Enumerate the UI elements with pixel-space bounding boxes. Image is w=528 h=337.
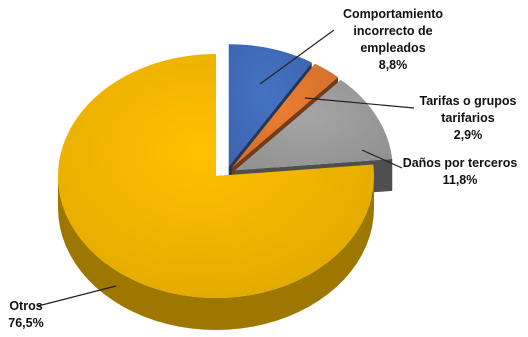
label-comportamiento-line3: empleados bbox=[360, 41, 426, 55]
label-comportamiento: Comportamiento incorrecto de empleados 8… bbox=[330, 6, 456, 74]
label-comportamiento-line1: Comportamiento bbox=[343, 7, 443, 21]
label-otros-value: 76,5% bbox=[8, 316, 44, 330]
slice-otros bbox=[58, 54, 375, 299]
label-otros: Otros 76,5% bbox=[6, 298, 46, 332]
slice-outer-wall-otros bbox=[58, 176, 374, 330]
label-comportamiento-line2: incorrecto de bbox=[353, 24, 433, 38]
label-danos-value: 11,8% bbox=[442, 173, 478, 187]
label-tarifas-value: 2,9% bbox=[453, 128, 483, 142]
label-danos: Daños por terceros 11,8% bbox=[398, 155, 522, 189]
label-tarifas: Tarifas o grupos tarifarios 2,9% bbox=[410, 93, 526, 144]
slice-tarifas bbox=[232, 63, 338, 168]
leader-danos bbox=[361, 149, 403, 169]
leader-tarifas bbox=[304, 97, 415, 109]
label-otros-line1: Otros bbox=[9, 299, 43, 313]
label-tarifas-line2: tarifarios bbox=[441, 111, 495, 125]
label-comportamiento-value: 8,8% bbox=[378, 58, 408, 72]
label-tarifas-line1: Tarifas o grupos bbox=[419, 94, 517, 108]
leader-otros bbox=[37, 285, 117, 307]
slice-comportamiento bbox=[228, 44, 312, 167]
label-danos-line1: Daños por terceros bbox=[402, 156, 518, 170]
leader-comportamiento bbox=[259, 29, 335, 85]
